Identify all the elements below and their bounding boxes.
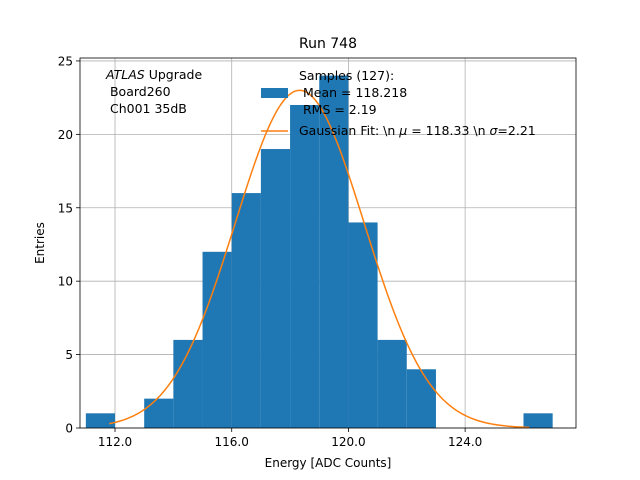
x-tick-label: 120.0	[331, 435, 365, 449]
histogram-bar	[377, 339, 407, 428]
x-tick-label: 124.0	[448, 435, 482, 449]
y-axis-label: Entries	[33, 222, 47, 264]
histogram-bar	[406, 369, 436, 428]
x-axis-ticks: 112.0 116.0 120.0 124.0	[98, 428, 482, 449]
y-axis-ticks: 0 5 10 15 20 25	[58, 54, 80, 436]
y-tick-label: 0	[65, 422, 73, 436]
legend-fit-sigma-symbol: σ	[489, 123, 498, 138]
legend-fit-label: Gaussian Fit: \n μ = 118.33 \n σ=2.21	[299, 123, 536, 138]
atlas-annotation: ATLAS Upgrade Board260 Ch001 35dB	[105, 67, 202, 116]
legend-hist-line-2: Mean = 118.218	[299, 85, 407, 100]
histogram-bar	[144, 398, 174, 428]
annotation-line-2: Board260	[106, 84, 171, 99]
y-tick-label: 5	[65, 348, 73, 362]
legend-hist-line-1: Samples (127):	[299, 68, 394, 83]
plot-frame	[79, 57, 577, 429]
legend-hist-line-3: RMS = 2.19	[299, 102, 377, 117]
annotation-line-1: ATLAS Upgrade	[105, 67, 202, 82]
gaussian-fit-curve	[109, 89, 530, 429]
annotation-atlas: ATLAS	[105, 67, 145, 82]
histogram-bar	[85, 413, 116, 428]
histogram-bar	[260, 149, 291, 429]
annotation-line-3: Ch001 35dB	[106, 101, 187, 116]
x-tick-label: 116.0	[215, 435, 249, 449]
x-tick-label: 112.0	[98, 435, 132, 449]
y-tick-label: 25	[58, 54, 73, 68]
y-tick-label: 10	[58, 275, 73, 289]
legend-hist-swatch	[261, 88, 288, 98]
histogram-bar	[231, 193, 261, 428]
histogram-bar	[348, 222, 378, 428]
histogram-bar	[290, 104, 320, 428]
annotation-upgrade: Upgrade	[145, 67, 203, 82]
y-tick-label: 20	[58, 128, 73, 142]
y-tick-label: 15	[58, 201, 73, 215]
histogram-bar	[173, 339, 203, 428]
x-axis-label: Energy [ADC Counts]	[265, 456, 392, 470]
legend: Samples (127): Mean = 118.218 RMS = 2.19…	[261, 68, 536, 138]
legend-fit-sigma-value: =2.21	[497, 123, 535, 138]
legend-fit-mu-symbol: μ	[398, 123, 407, 138]
legend-fit-mu-value: = 118.33 \n	[407, 123, 489, 138]
chart-title: Run 748	[299, 36, 357, 52]
legend-fit-prefix: Gaussian Fit: \n	[299, 123, 399, 138]
histogram-bar	[523, 413, 553, 428]
